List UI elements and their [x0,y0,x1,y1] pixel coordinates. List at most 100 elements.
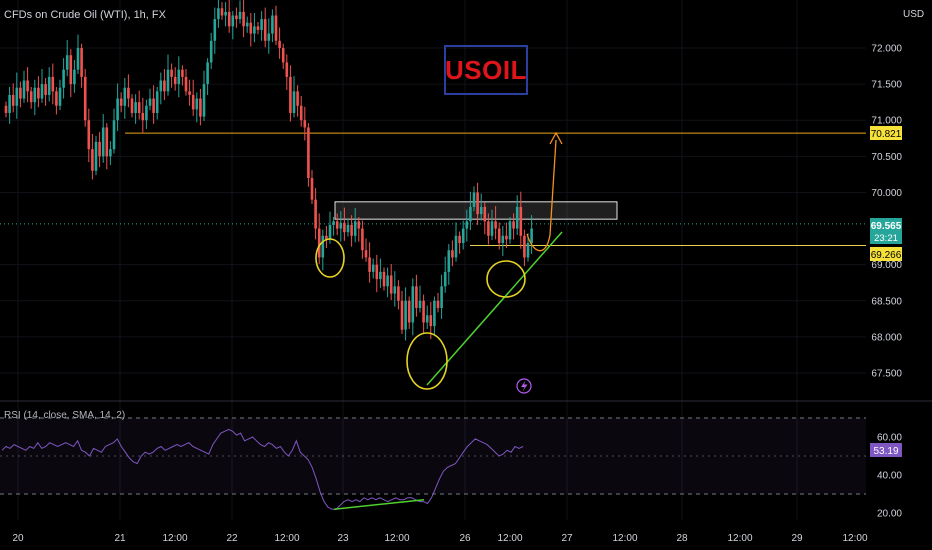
candle [483,206,487,222]
candle [379,271,382,280]
candle [83,76,87,121]
candle [155,91,159,113]
symbol-label-box: USOIL [444,45,528,95]
candle [458,235,461,243]
candle [346,224,350,233]
candle [451,250,454,258]
candle [220,8,224,16]
price-axis[interactable]: 72.000 71.500 71.000 70.500 70.000 69.000 68.5… [871,44,902,380]
support-price-label: 69.266 [871,250,902,261]
candle [152,98,155,113]
candle [393,286,397,294]
candle [245,22,249,27]
candle [389,275,393,294]
candle [134,102,137,113]
candle [364,250,368,258]
price-tick-label: 69.000 [871,260,902,271]
candle [418,300,422,308]
candle [350,224,353,236]
candle [285,62,289,77]
rsi-indicator-title[interactable]: RSI (14, close, SMA, 14, 2) [4,410,126,421]
candle [51,76,55,92]
candle [400,300,404,330]
candle [263,19,267,41]
candle [94,141,98,171]
candle [469,206,472,222]
candle [123,87,127,106]
candle [307,127,310,178]
candle [519,206,523,236]
candle [76,48,80,70]
candle [505,235,508,240]
candle [267,33,271,41]
candle [256,26,260,30]
candle [490,221,494,236]
candle [37,87,40,99]
time-tick-label: 29 [791,533,803,544]
grid-lines [0,0,866,520]
candle [440,286,443,308]
current-price-tag [870,218,902,244]
candle [242,11,245,27]
candle [224,11,227,16]
rsi-tick-label: 40.00 [877,471,902,482]
candle [386,275,389,287]
swing-circle [486,260,526,298]
candle [289,76,292,113]
trendline[interactable] [426,231,563,386]
candle [461,228,465,243]
candle [163,80,166,92]
candle [357,221,361,229]
candle [382,271,386,287]
bar-countdown-label: 23:21 [874,233,898,244]
time-tick-label: 23 [337,533,349,544]
rsi-divergence-line[interactable] [333,498,425,510]
projection-arrow[interactable] [526,139,557,252]
candle [116,98,119,121]
candle [170,69,173,77]
candle [368,257,371,272]
candle [209,40,213,63]
candle [8,94,11,113]
candle [62,69,65,88]
time-axis[interactable]: 20 21 12:00 22 12:00 23 12:00 26 12:00 27 12:00 28 1… [12,533,868,544]
candle [433,300,436,327]
supply-zone[interactable] [334,201,618,220]
candle [22,80,26,99]
candle [454,235,458,258]
candle [101,127,105,157]
candle [526,243,530,258]
time-tick-label: 12:00 [727,533,752,544]
candle [29,91,33,103]
time-tick-label: 28 [676,533,688,544]
candle [335,221,339,229]
candle [58,87,62,106]
price-tick-label: 68.000 [871,332,902,343]
candle [436,300,440,308]
candle [271,15,274,34]
candle [213,19,217,41]
candle [339,222,343,229]
rsi-tick-label: 60.00 [877,433,902,444]
candle [112,120,116,150]
candle [487,221,490,236]
candle [465,221,469,229]
swing-circle [406,332,448,390]
candle [472,192,476,207]
current-price-label: 69.565 [871,221,902,232]
candle [429,315,433,327]
candle [184,76,188,92]
lightning-icon[interactable] [516,378,532,394]
candles [4,0,533,341]
candle [159,80,163,92]
candle [33,87,37,103]
candle [281,48,285,63]
candle [422,300,425,323]
candle [443,271,447,287]
candle [411,286,415,323]
candle [328,224,332,240]
rsi-axis[interactable]: 60.00 40.00 20.00 [877,433,902,520]
swing-circles[interactable] [315,238,526,390]
